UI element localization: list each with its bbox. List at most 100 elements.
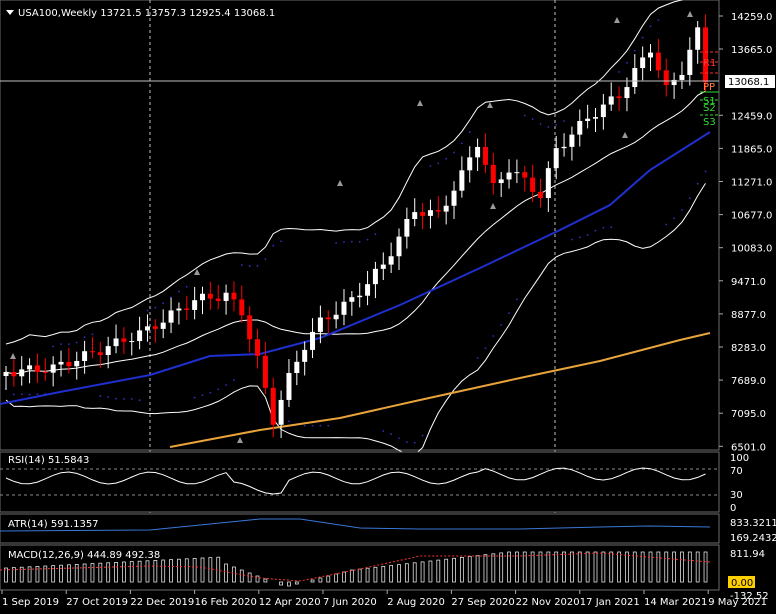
sar-dot <box>366 238 369 241</box>
sar-dot <box>170 296 172 299</box>
pivot-label-s2: S2 <box>703 103 716 114</box>
rsi-level-30: 30 <box>730 490 743 501</box>
candle-body <box>435 210 441 212</box>
macd-bar <box>499 552 504 583</box>
candle-body <box>569 134 575 147</box>
candle-body <box>97 352 103 355</box>
sar-dot <box>107 396 110 398</box>
macd-bar <box>247 572 252 583</box>
sar-dot <box>311 424 314 427</box>
sar-dot <box>60 343 62 346</box>
candle-body <box>380 264 386 269</box>
macd-bar <box>381 566 386 583</box>
sar-dot <box>288 420 290 423</box>
sar-dot <box>555 123 558 126</box>
sar-dot <box>413 441 416 444</box>
macd-bar <box>389 565 394 583</box>
candle-body <box>703 27 709 83</box>
sar-dot <box>547 126 550 128</box>
symbol-header-text: USA100,Weekly 13721.5 13757.3 12925.4 13… <box>18 8 275 19</box>
sar-dot <box>91 333 94 336</box>
candle-body <box>168 310 174 323</box>
sar-dot <box>83 336 86 339</box>
macd-level-zero: 0.00 <box>731 578 753 589</box>
time-axis-label: 9 May 2021 <box>708 597 767 608</box>
sar-dot <box>280 240 282 243</box>
macd-bar <box>687 551 692 583</box>
sar-dot <box>516 298 518 301</box>
macd-panel[interactable]: MACD(12,26,9) 444.89 492.38 811.94 0.00 … <box>0 544 769 602</box>
macd-bar <box>522 551 527 583</box>
rsi-panel[interactable]: RSI(14) 51.5843 100 70 30 0 <box>0 451 749 514</box>
sar-dot <box>154 306 157 309</box>
candle-body <box>443 205 449 212</box>
macd-bar <box>145 560 150 583</box>
macd-bar <box>232 566 236 583</box>
macd-bar <box>74 564 79 583</box>
macd-bar <box>82 563 87 583</box>
macd-bar <box>153 560 158 583</box>
price-axis-label: 11271.0 <box>731 178 772 189</box>
candle-body <box>490 164 496 184</box>
sar-dot <box>99 395 102 397</box>
pivot-label-pp: PP <box>703 82 715 93</box>
macd-bar <box>601 551 606 583</box>
time-axis[interactable]: 1 Sep 2019 27 Oct 2019 22 Dec 2019 16 Feb 2… <box>1 590 767 608</box>
candle-body <box>74 360 80 367</box>
macd-bar <box>632 551 637 583</box>
sar-dot <box>657 19 660 22</box>
macd-bar <box>224 563 228 583</box>
candle-body <box>648 52 654 58</box>
sar-dot <box>343 241 345 243</box>
sar-dot <box>508 312 510 315</box>
sar-dot <box>437 162 440 165</box>
sar-dot <box>28 393 31 396</box>
sar-dot <box>398 437 400 440</box>
candle-body <box>207 293 213 299</box>
sar-dot <box>185 285 188 288</box>
candle-body <box>467 157 473 171</box>
atr-panel[interactable]: ATR(14) 591.1357 833.3211 169.2432 <box>0 513 776 544</box>
macd-bar <box>287 581 291 587</box>
sar-dot <box>390 433 393 435</box>
macd-bar <box>625 551 629 583</box>
macd-bar <box>263 578 268 583</box>
macd-bar <box>239 569 244 583</box>
candle-body <box>317 317 323 332</box>
pivot-levels: R1 PP S1 S2 S3 <box>700 51 719 128</box>
price-axis[interactable]: 14259.0 13665.0 12459.0 11865.0 11271.0 10677… <box>719 12 772 453</box>
macd-bar <box>51 565 56 583</box>
sar-dot <box>696 182 699 185</box>
price-axis-label: 10677.0 <box>731 211 772 222</box>
sar-dot <box>633 49 636 52</box>
fractal-arrow-icon <box>337 180 343 186</box>
macd-bar <box>310 579 315 583</box>
candle-body <box>341 301 347 315</box>
current-price-tag: 13068.1 <box>725 75 775 88</box>
candle-body <box>608 96 614 105</box>
macd-bar <box>664 551 669 583</box>
candle-body <box>561 146 567 149</box>
macd-bar <box>349 569 354 583</box>
macd-bar <box>208 557 213 583</box>
sar-dot <box>264 258 267 260</box>
sar-dot <box>594 229 597 232</box>
macd-bar <box>59 564 63 583</box>
dropdown-triangle-icon[interactable] <box>6 10 14 15</box>
sar-dot <box>130 398 133 400</box>
macd-bar <box>279 581 284 586</box>
price-panel[interactable]: R1 PP S1 S2 S3 USA100,Weekly 13721.5 137… <box>0 0 720 590</box>
pivot-label-s3: S3 <box>703 117 716 128</box>
candle-body <box>451 190 457 206</box>
sar-dot <box>468 131 471 133</box>
candle-body <box>333 314 339 320</box>
candle-body <box>530 177 536 192</box>
price-axis-label: 14259.0 <box>731 12 772 23</box>
candle-body <box>121 338 127 342</box>
atr-level-high: 833.3211 <box>730 518 776 529</box>
sar-dot <box>248 265 251 267</box>
candle-body <box>105 346 111 355</box>
macd-bar <box>546 551 551 583</box>
macd-bar <box>404 563 409 583</box>
